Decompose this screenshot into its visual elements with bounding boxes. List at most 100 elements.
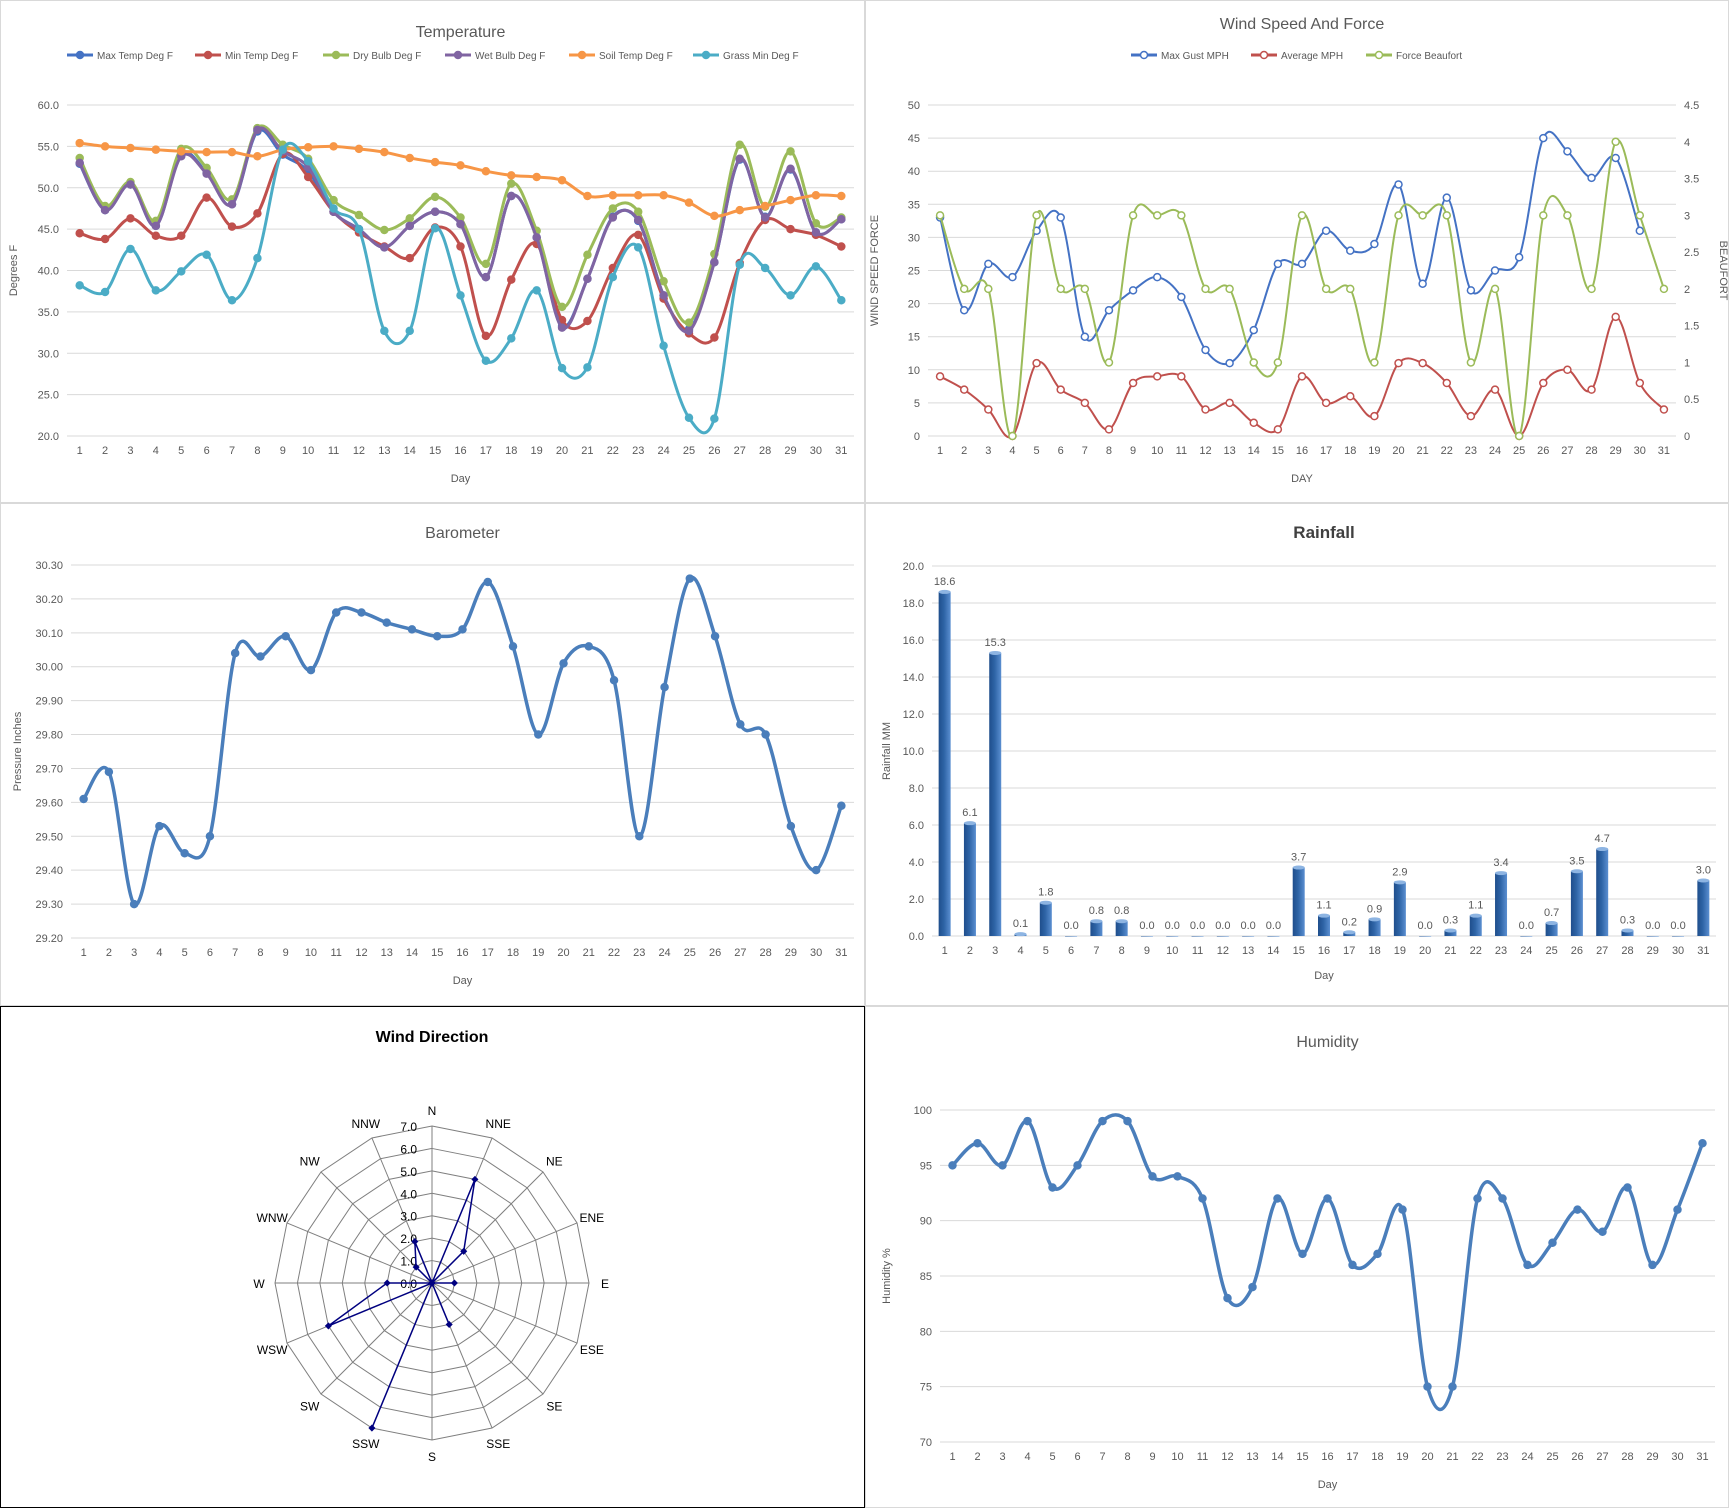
data-point — [1466, 411, 1476, 421]
x-tick-label: 24 — [657, 445, 669, 457]
data-point — [1370, 411, 1379, 421]
y-tick-label: 75 — [920, 1382, 932, 1394]
y-tick-label: 50.0 — [38, 183, 59, 195]
y-tick-label: 20 — [908, 299, 920, 311]
chart-title: Temperature — [416, 24, 506, 41]
bar-value-label: 1.8 — [1038, 887, 1053, 899]
x-tick-label: 29 — [1647, 945, 1659, 957]
data-point — [104, 767, 114, 777]
wind-speed-chart-svg: Wind Speed And Force05101520253035404550… — [869, 16, 1729, 485]
bar-cap — [1621, 928, 1634, 933]
data-point — [684, 318, 694, 327]
y-tick-label: 29.20 — [35, 933, 63, 945]
bar — [1368, 919, 1381, 936]
y-tick-label: 10.0 — [903, 746, 924, 758]
bar — [1115, 921, 1128, 936]
data-point — [1346, 284, 1355, 294]
data-point — [811, 865, 821, 875]
direction-label: NE — [546, 1155, 563, 1169]
y2-tick-label: 4 — [1684, 137, 1690, 149]
data-point — [1225, 398, 1234, 408]
data-point — [1273, 1194, 1282, 1203]
direction-label: NNE — [486, 1117, 511, 1131]
x-tick-label: 7 — [232, 947, 238, 959]
data-point — [176, 147, 186, 156]
data-point — [935, 211, 945, 220]
series-line-0 — [939, 130, 1641, 366]
bar-value-label: 0.1 — [1013, 918, 1028, 930]
radial-tick-label: 5.0 — [400, 1165, 417, 1179]
data-point — [202, 250, 211, 260]
data-point — [202, 147, 211, 157]
legend-label: Dry Bulb Deg F — [353, 51, 421, 62]
data-point — [126, 244, 135, 254]
x-tick-label: 13 — [1242, 945, 1254, 957]
data-point — [1418, 211, 1427, 220]
x-tick-label: 24 — [1521, 1451, 1533, 1463]
data-point — [1297, 372, 1307, 381]
data-point — [710, 631, 720, 641]
data-point — [483, 577, 493, 587]
y-tick-label: 30.20 — [35, 594, 63, 606]
y2-tick-label: 2.5 — [1684, 247, 1699, 259]
bar — [1570, 871, 1583, 936]
y-tick-label: 5 — [914, 398, 920, 410]
data-point — [380, 225, 389, 235]
data-point — [481, 259, 491, 269]
data-point — [329, 142, 338, 151]
data-point — [959, 284, 969, 294]
y2-tick-label: 0.5 — [1684, 394, 1699, 406]
bar-value-label: 0.0 — [1418, 920, 1433, 932]
x-tick-label: 16 — [456, 947, 468, 959]
bar-cap — [1469, 913, 1482, 918]
data-point — [405, 221, 414, 231]
data-point — [760, 213, 770, 222]
bar — [1697, 880, 1710, 936]
x-tick-label: 18 — [507, 947, 519, 959]
x-tick-label: 14 — [1248, 445, 1260, 457]
y-tick-label: 29.50 — [35, 831, 63, 843]
data-point — [458, 625, 467, 634]
data-point — [1442, 378, 1452, 388]
x-tick-label: 4 — [153, 445, 159, 457]
x-tick-label: 27 — [734, 445, 746, 457]
x-tick-label: 20 — [1419, 945, 1431, 957]
x-tick-label: 19 — [1396, 1451, 1408, 1463]
data-point — [481, 166, 491, 176]
x-tick-label: 26 — [1537, 445, 1549, 457]
y-tick-label: 0 — [914, 431, 920, 443]
data-point — [456, 161, 465, 170]
data-point — [1563, 211, 1572, 220]
data-point — [633, 190, 643, 200]
data-point — [75, 158, 84, 168]
data-point — [1623, 1183, 1632, 1192]
bar-value-label: 0.3 — [1620, 914, 1635, 926]
data-point — [1173, 1172, 1182, 1181]
y-tick-label: 100 — [914, 1105, 932, 1117]
data-point — [481, 272, 491, 282]
data-point — [75, 281, 84, 290]
chart-title: Wind Speed And Force — [1220, 16, 1385, 33]
y-tick-label: 25 — [908, 266, 920, 278]
data-point — [557, 323, 567, 332]
x-tick-label: 2 — [961, 445, 967, 457]
data-point — [811, 228, 821, 237]
x-tick-label: 15 — [1293, 945, 1305, 957]
data-point — [100, 142, 110, 151]
data-point — [557, 302, 567, 312]
x-tick-label: 28 — [759, 947, 771, 959]
y-tick-label: 6.0 — [909, 820, 924, 832]
data-point — [1032, 211, 1041, 220]
x-tick-label: 22 — [1471, 1451, 1483, 1463]
data-point — [710, 257, 719, 267]
direction-label: W — [253, 1277, 265, 1291]
radar-spoke — [431, 1282, 544, 1395]
data-point — [100, 234, 110, 244]
data-point — [532, 286, 541, 295]
x-tick-label: 6 — [1074, 1451, 1080, 1463]
data-point — [837, 191, 846, 201]
x-tick-label: 16 — [454, 445, 466, 457]
data-point — [507, 179, 516, 188]
x-tick-label: 10 — [1151, 445, 1163, 457]
data-point — [735, 205, 745, 215]
